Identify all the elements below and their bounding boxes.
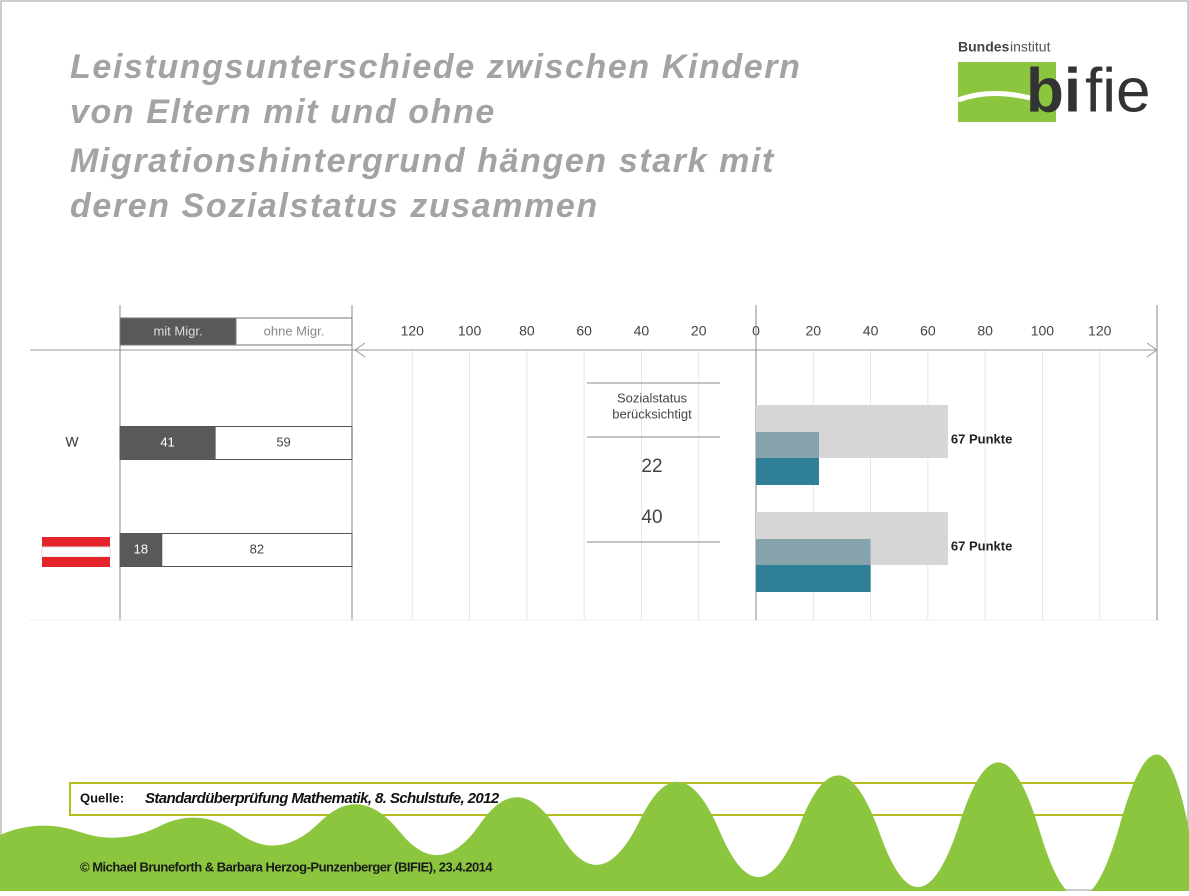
x-tick-label: 20 (805, 323, 821, 339)
bar (756, 458, 819, 485)
x-tick-label: 80 (519, 323, 535, 339)
x-tick-label: 100 (1031, 323, 1055, 339)
title-line: Migrationshintergrund hängen stark mit (70, 142, 775, 180)
legend-label: ohne Migr. (264, 323, 325, 338)
bar (756, 539, 871, 565)
legend-label: mit Migr. (153, 323, 202, 338)
page: Leistungsunterschiede zwischen Kindern v… (0, 0, 1189, 891)
logo-text: Bundes (958, 39, 1010, 55)
logo-text: fie (1085, 56, 1150, 125)
x-tick-label: 40 (863, 323, 879, 339)
title-line: deren Sozialstatus zusammen (70, 187, 599, 225)
source-text: Standardüberprüfung Mathematik, 8. Schul… (145, 790, 500, 807)
data-label: 41 (160, 434, 174, 449)
austria-flag (42, 537, 110, 567)
x-tick-label: 80 (977, 323, 993, 339)
data-label: 59 (276, 434, 290, 449)
source-label: Quelle: (80, 790, 124, 805)
bar (756, 432, 819, 458)
title-line: von Eltern mit und ohne (70, 93, 496, 131)
x-tick-label: 100 (458, 323, 482, 339)
x-tick-label: 40 (634, 323, 650, 339)
x-tick-label: 60 (576, 323, 592, 339)
category-label: W (65, 434, 79, 450)
x-tick-label: 120 (1088, 323, 1112, 339)
data-label: 18 (134, 541, 148, 556)
data-label: 40 (641, 507, 662, 528)
bar (756, 565, 871, 592)
data-label: 67 Punkte (951, 538, 1012, 553)
data-label: 22 (641, 456, 662, 477)
data-label: 67 Punkte (951, 431, 1012, 446)
annotation: Sozialstatus (617, 390, 688, 405)
logo-text: bi (1026, 56, 1081, 125)
annotation: berücksichtigt (612, 406, 692, 421)
slide: Leistungsunterschiede zwischen Kindern v… (0, 0, 1189, 891)
data-label: 82 (250, 541, 264, 556)
x-tick-label: 60 (920, 323, 936, 339)
x-tick-label: 20 (691, 323, 707, 339)
footer: © Michael Bruneforth & Barbara Herzog-Pu… (80, 859, 493, 874)
x-tick-label: 120 (401, 323, 425, 339)
logo-text: institut (1010, 39, 1051, 55)
title-line: Leistungsunterschiede zwischen Kindern (70, 48, 802, 86)
